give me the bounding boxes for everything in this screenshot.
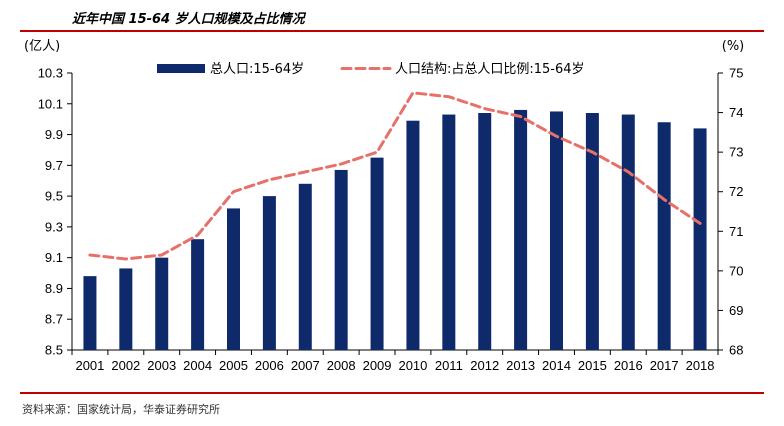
x-tick-label: 2015 <box>578 358 607 373</box>
x-tick-label: 2007 <box>291 358 320 373</box>
x-tick-label: 2009 <box>363 358 392 373</box>
bar <box>478 113 492 350</box>
left-tick-label: 8.5 <box>45 343 63 358</box>
x-tick-label: 2016 <box>614 358 643 373</box>
bar <box>693 128 707 350</box>
x-tick-label: 2012 <box>470 358 499 373</box>
right-tick-label: 70 <box>729 263 743 278</box>
bar <box>621 114 635 350</box>
left-tick-label: 9.7 <box>45 158 63 173</box>
bar <box>191 239 205 350</box>
axes: 8.5 8.7 8.9 9.1 9.3 9.5 9.7 9.9 10.1 10.3 (亿人) 68 69… <box>24 39 744 373</box>
x-tick-label: 2013 <box>506 358 535 373</box>
title-rule <box>20 30 764 32</box>
legend: 总人口:15-64岁 人口结构:占总人口比例:15-64岁 <box>157 62 585 77</box>
left-tick-label: 9.3 <box>45 219 63 234</box>
legend-swatch-bar <box>157 64 205 73</box>
bar-series <box>83 109 707 350</box>
x-tick-label: 2005 <box>219 358 248 373</box>
x-tick-label: 2010 <box>398 358 427 373</box>
line-series <box>88 91 702 261</box>
right-tick-label: 74 <box>729 105 743 120</box>
legend-label-line: 人口结构:占总人口比例:15-64岁 <box>395 62 585 77</box>
left-tick-label: 10.3 <box>38 66 63 81</box>
bar <box>298 183 312 350</box>
left-axis-unit: (亿人) <box>24 39 60 54</box>
x-tick-label: 2014 <box>542 358 571 373</box>
bottom-rule <box>20 392 764 394</box>
left-tick-label: 9.9 <box>45 127 63 142</box>
right-tick-label: 68 <box>729 343 743 358</box>
x-tick-label: 2011 <box>435 358 463 373</box>
x-tick-label: 2001 <box>75 358 104 373</box>
x-tick-label: 2003 <box>147 358 176 373</box>
left-tick-label: 8.7 <box>45 312 63 327</box>
bar <box>262 196 276 350</box>
bar <box>370 157 384 350</box>
legend-label-bar: 总人口:15-64岁 <box>210 62 304 77</box>
bar <box>514 109 528 350</box>
right-tick-label: 69 <box>729 303 743 318</box>
left-tick-label: 10.1 <box>38 96 63 111</box>
bar <box>406 120 420 350</box>
source-note: 资料来源：国家统计局，华泰证券研究所 <box>22 403 220 416</box>
chart-title: 近年中国 15-64 岁人口规模及占比情况 <box>72 12 305 27</box>
bar <box>657 122 671 350</box>
right-tick-label: 75 <box>729 66 743 81</box>
x-tick-label: 2008 <box>327 358 356 373</box>
left-tick-label: 9.1 <box>45 250 63 265</box>
left-tick-label: 9.5 <box>45 189 63 204</box>
right-axis-unit: (%) <box>722 39 745 54</box>
bar <box>585 113 599 350</box>
bar <box>227 208 240 350</box>
x-tick-label: 2017 <box>650 358 679 373</box>
line-path <box>88 91 702 261</box>
bar <box>155 257 169 350</box>
left-tick-label: 8.9 <box>45 281 63 296</box>
right-tick-label: 73 <box>729 145 743 160</box>
right-tick-label: 71 <box>729 224 743 239</box>
bar <box>550 111 563 350</box>
x-tick-label: 2002 <box>111 358 140 373</box>
right-tick-label: 72 <box>729 184 743 199</box>
bar <box>442 114 456 350</box>
x-tick-label: 2004 <box>183 358 212 373</box>
x-tick-label: 2006 <box>255 358 284 373</box>
bar <box>334 169 348 350</box>
bar <box>119 268 133 350</box>
bar <box>83 276 97 350</box>
x-tick-label: 2018 <box>686 358 715 373</box>
